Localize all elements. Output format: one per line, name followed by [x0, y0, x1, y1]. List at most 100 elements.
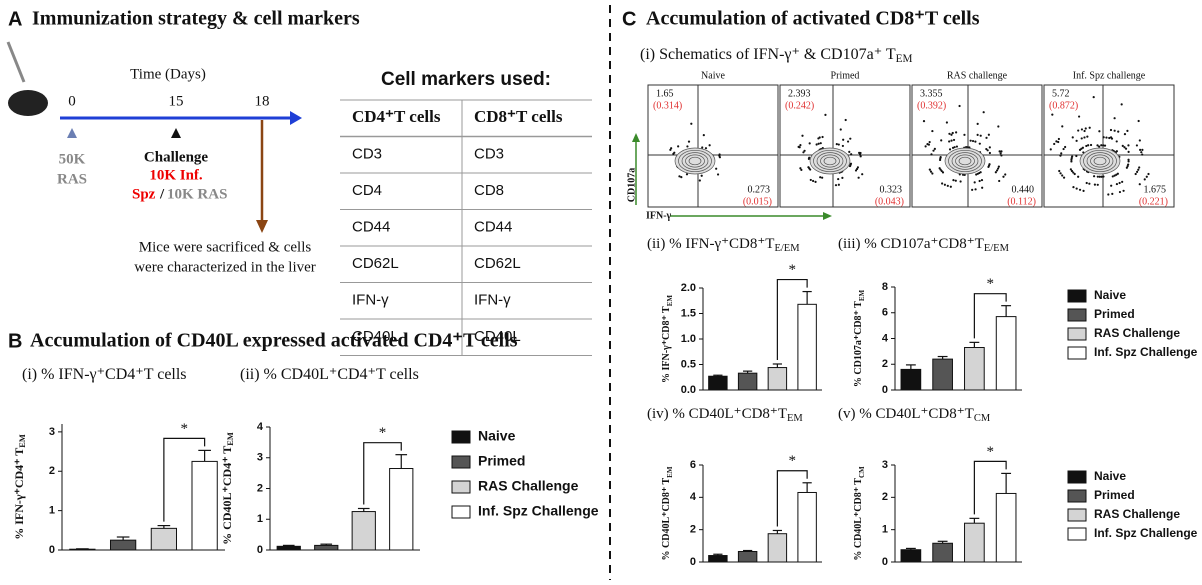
- flow-x-arrow-head: [823, 212, 832, 220]
- event-dot: [946, 184, 949, 187]
- prime-marker: [67, 128, 77, 138]
- y-tick-label: 8: [882, 281, 888, 293]
- event-dot: [685, 173, 689, 176]
- bar: [797, 491, 817, 563]
- event-dot: [948, 132, 951, 135]
- event-dot: [999, 152, 1002, 155]
- flow-x-label: IFN-γ: [646, 210, 672, 221]
- bar: [109, 539, 137, 551]
- schematic-title-sub: EM: [896, 53, 913, 65]
- quadrant-value: 5.72: [1052, 88, 1070, 99]
- event-dot: [1127, 150, 1130, 153]
- event-dot: [1127, 160, 1130, 163]
- chart-title: (v) % CD40L⁺CD8⁺TCM: [838, 406, 991, 424]
- event-dot: [948, 140, 951, 143]
- bar: [708, 375, 728, 391]
- event-dot: [924, 145, 927, 148]
- event-dot: [1083, 129, 1086, 133]
- significance-mark: *: [789, 262, 797, 278]
- event-dot: [1120, 103, 1123, 106]
- quadrant-pct: (0.221): [1139, 196, 1168, 207]
- event-dot: [1057, 140, 1060, 144]
- density-contour: [678, 149, 712, 173]
- y-axis-label-sub: CM: [858, 466, 866, 478]
- event-dot: [974, 140, 977, 143]
- event-dot: [856, 166, 860, 169]
- event-dot: [997, 125, 1000, 128]
- event-dot: [930, 153, 933, 156]
- event-dot: [808, 142, 811, 145]
- event-dot: [1085, 181, 1088, 185]
- challenge-ras: 10K RAS: [167, 186, 227, 202]
- event-dot: [1069, 168, 1072, 171]
- event-dot: [1135, 144, 1139, 147]
- y-tick-label: 3: [257, 452, 263, 464]
- event-dot: [988, 163, 991, 166]
- event-dot: [1077, 115, 1081, 118]
- event-dot: [1071, 136, 1074, 139]
- quadrant-value: 2.393: [788, 88, 811, 99]
- event-dot: [857, 176, 860, 179]
- event-dot: [985, 147, 988, 151]
- event-dot: [835, 142, 838, 146]
- density-contour: [1083, 149, 1117, 173]
- event-dot: [1118, 190, 1122, 194]
- legend-label: RAS Challenge: [478, 478, 579, 494]
- event-dot: [842, 138, 845, 141]
- event-dot: [941, 171, 945, 174]
- event-dot: [1117, 130, 1120, 133]
- event-dot: [959, 180, 962, 183]
- significance-bracket: [363, 442, 402, 505]
- schematic-title-main: (i) Schematics of IFN-γ⁺ & CD107a⁺ T: [640, 46, 896, 63]
- event-dot: [844, 118, 847, 122]
- event-dot: [1061, 125, 1064, 128]
- table-cell: CD40L: [474, 328, 521, 345]
- chart-title: (iv) % CD40L⁺CD8⁺TEM: [647, 406, 803, 424]
- event-dot: [821, 176, 824, 179]
- density-contour: [1079, 147, 1121, 175]
- chart-title: (i) % IFN-γ⁺CD4⁺T cells: [22, 366, 187, 383]
- quadrant-value: 3.355: [920, 88, 943, 99]
- legend-swatch: [1067, 470, 1087, 484]
- event-dot: [850, 153, 853, 156]
- density-contour: [813, 149, 847, 173]
- event-dot: [1102, 136, 1105, 139]
- significance-bracket: [776, 470, 808, 527]
- y-axis-label-sub: EM: [858, 290, 866, 302]
- event-dot: [837, 183, 840, 186]
- density-contour: [809, 147, 851, 175]
- outcome-text: were characterized in the liver: [134, 259, 316, 275]
- event-dot: [858, 151, 861, 154]
- density-contour: [688, 156, 702, 166]
- flow-box: [779, 84, 911, 208]
- event-dot: [1143, 178, 1146, 181]
- event-dot: [677, 145, 680, 148]
- time-label: Time (Days): [130, 66, 206, 82]
- chart-title-main: (v) % CD40L⁺CD8⁺T: [838, 406, 974, 422]
- event-dot: [1139, 148, 1142, 151]
- event-dot: [809, 168, 812, 171]
- bar: [900, 549, 922, 563]
- event-dot: [848, 150, 851, 153]
- event-dot: [1078, 148, 1082, 151]
- event-dot: [716, 173, 720, 176]
- event-dot: [1070, 160, 1073, 163]
- bar: [276, 545, 301, 551]
- event-dot: [969, 139, 972, 142]
- event-dot: [1121, 180, 1124, 183]
- quadrant-value: 1.65: [656, 88, 674, 99]
- y-axis-label: % IFN-γ⁺CD4⁺ TEM: [12, 434, 27, 540]
- legend-swatch: [1067, 489, 1087, 503]
- bar: [797, 303, 817, 391]
- table-cell: CD3: [352, 146, 382, 163]
- table-cell: CD8: [474, 182, 504, 199]
- event-dot: [1123, 133, 1127, 136]
- event-dot: [1051, 113, 1054, 116]
- event-dot: [1086, 135, 1089, 138]
- event-dot: [1055, 140, 1058, 143]
- bar: [737, 372, 758, 391]
- bar: [389, 468, 414, 551]
- event-dot: [971, 188, 974, 191]
- outcome-text: Mice were sacrificed & cells: [139, 239, 312, 255]
- y-tick-label: 3: [882, 459, 888, 471]
